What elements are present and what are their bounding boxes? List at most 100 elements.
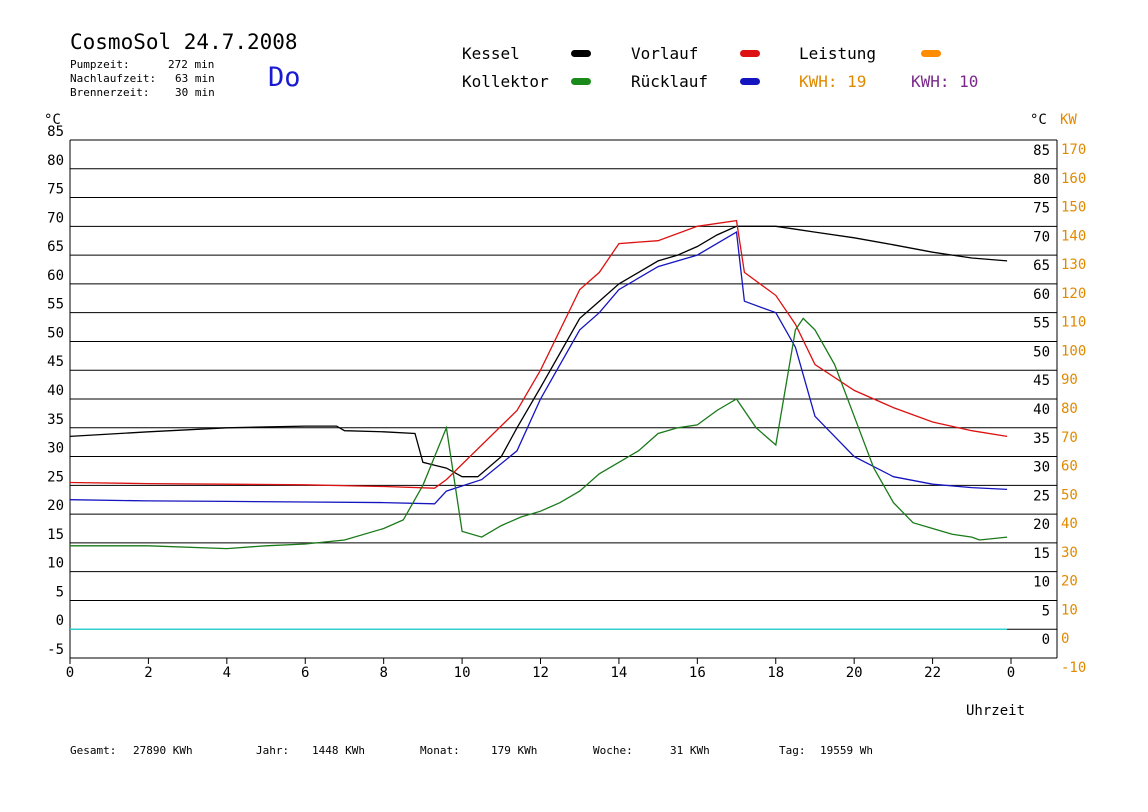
y-tick-label-right: 55 [1033,316,1050,332]
legend-kessel-label: Kessel [462,44,520,63]
legend-ruecklauf-swatch [740,78,760,85]
kw-tick-label: 30 [1061,545,1078,561]
y-tick-label-left: 5 [56,584,64,600]
footer-monat-value: 179 KWh [491,744,538,757]
kw-tick-label: 20 [1061,574,1078,590]
y-tick-label-right: 65 [1033,258,1050,274]
legend-leistung-swatch [921,50,941,57]
x-tick-label: 0 [1007,665,1015,681]
series-line-ruecklauf [69,231,1008,505]
y-tick-label-left: 75 [47,182,64,198]
y-axis-unit-right: °C [1030,112,1047,128]
kw-tick-label: 70 [1061,430,1078,446]
x-tick-label: 0 [66,665,74,681]
y-tick-label-left: 50 [47,325,64,341]
y-tick-label-left: 10 [47,556,64,572]
y-tick-label-right: 0 [1042,632,1050,648]
kw-tick-label: 80 [1061,401,1078,417]
legend-kollektor-swatch [571,78,591,85]
brenner-time-label: Brennerzeit: [70,86,150,99]
y-tick-label-right: 60 [1033,287,1050,303]
kw-tick-label: 130 [1061,257,1086,273]
pump-time-label: Pumpzeit: [70,58,130,71]
y-tick-label-left: 80 [47,153,64,169]
y-tick-label-left: 70 [47,210,64,226]
kw-tick-label: 120 [1061,286,1086,302]
footer-tag-label: Tag: [779,744,806,757]
x-tick-label: 8 [379,665,387,681]
y-tick-label-right: 40 [1033,402,1050,418]
x-tick-label: 10 [454,665,471,681]
kw-tick-label: 60 [1061,459,1078,475]
kw-tick-label: 50 [1061,487,1078,503]
kw-tick-label: 0 [1061,631,1069,647]
y-tick-label-left: 30 [47,441,64,457]
y-tick-label-right: 45 [1033,373,1050,389]
footer-tag-value: 19559 Wh [820,744,873,757]
y-tick-label-right: 75 [1033,201,1050,217]
footer-woche-label: Woche: [593,744,633,757]
y-tick-label-right: 85 [1033,143,1050,159]
x-tick-label: 4 [223,665,231,681]
kw-tick-label: 160 [1061,171,1086,187]
y-axis-unit-kw: KW [1060,112,1077,128]
y-tick-label-right: 25 [1033,488,1050,504]
kw-tick-label: 40 [1061,516,1078,532]
y-tick-label-right: 70 [1033,229,1050,245]
y-tick-label-left: 65 [47,239,64,255]
legend-vorlauf-label: Vorlauf [631,44,699,63]
x-tick-label: 14 [610,665,627,681]
footer-woche-value: 31 KWh [670,744,710,757]
kw-tick-label: 110 [1061,315,1086,331]
series-line-kessel [69,225,1008,478]
chart-title: CosmoSol 24.7.2008 [70,30,298,54]
x-tick-label: 20 [846,665,863,681]
kw-tick-label: 140 [1061,228,1086,244]
brenner-time-value: 30 min [175,86,215,99]
y-tick-label-left: 25 [47,469,64,485]
series-line-vorlauf [69,219,1008,489]
legend-ruecklauf-label: Rücklauf [631,72,709,91]
y-tick-label-right: 80 [1033,172,1050,188]
x-tick-label: 16 [689,665,706,681]
y-tick-label-right: 30 [1033,460,1050,476]
y-tick-label-right: 15 [1033,546,1050,562]
kwh-counter-purple: KWH: 10 [911,72,979,91]
legend-kollektor-label: Kollektor [462,72,549,91]
kwh-counter-orange: KWH: 19 [799,72,867,91]
pump-time-value: 272 min [168,58,215,71]
x-tick-label: 12 [532,665,549,681]
footer-gesamt-value: 27890 KWh [133,744,193,757]
kw-tick-label: -10 [1061,660,1086,676]
y-tick-label-left: 85 [47,124,64,140]
y-tick-label-left: 35 [47,412,64,428]
x-tick-label: 18 [767,665,784,681]
kw-tick-label: 90 [1061,372,1078,388]
y-tick-label-right: 20 [1033,517,1050,533]
x-tick-label: 6 [301,665,309,681]
nachlauf-time-label: Nachlaufzeit: [70,72,157,85]
y-tick-label-left: 40 [47,383,64,399]
kw-tick-label: 170 [1061,142,1086,158]
nachlauf-time-value: 63 min [175,72,215,85]
y-tick-label-right: 10 [1033,575,1050,591]
footer-jahr-label: Jahr: [256,744,290,757]
y-tick-label-left: -5 [47,642,64,658]
legend-vorlauf-swatch [740,50,760,57]
weekday-label: Do [268,62,301,93]
y-axis-unit-left: °C [44,112,61,128]
kw-tick-label: 10 [1061,602,1078,618]
kw-tick-label: 150 [1061,200,1086,216]
x-axis-label: Uhrzeit [966,703,1025,719]
y-tick-label-left: 60 [47,268,64,284]
legend-leistung-label: Leistung [799,44,877,63]
y-tick-label-left: 15 [47,527,64,543]
y-tick-label-left: 20 [47,498,64,514]
y-tick-label-left: 45 [47,354,64,370]
y-tick-label-left: 0 [56,613,64,629]
y-tick-label-left: 55 [47,297,64,313]
x-tick-label: 2 [144,665,152,681]
y-tick-label-right: 5 [1042,603,1050,619]
series-line-kollektor [70,317,1008,550]
